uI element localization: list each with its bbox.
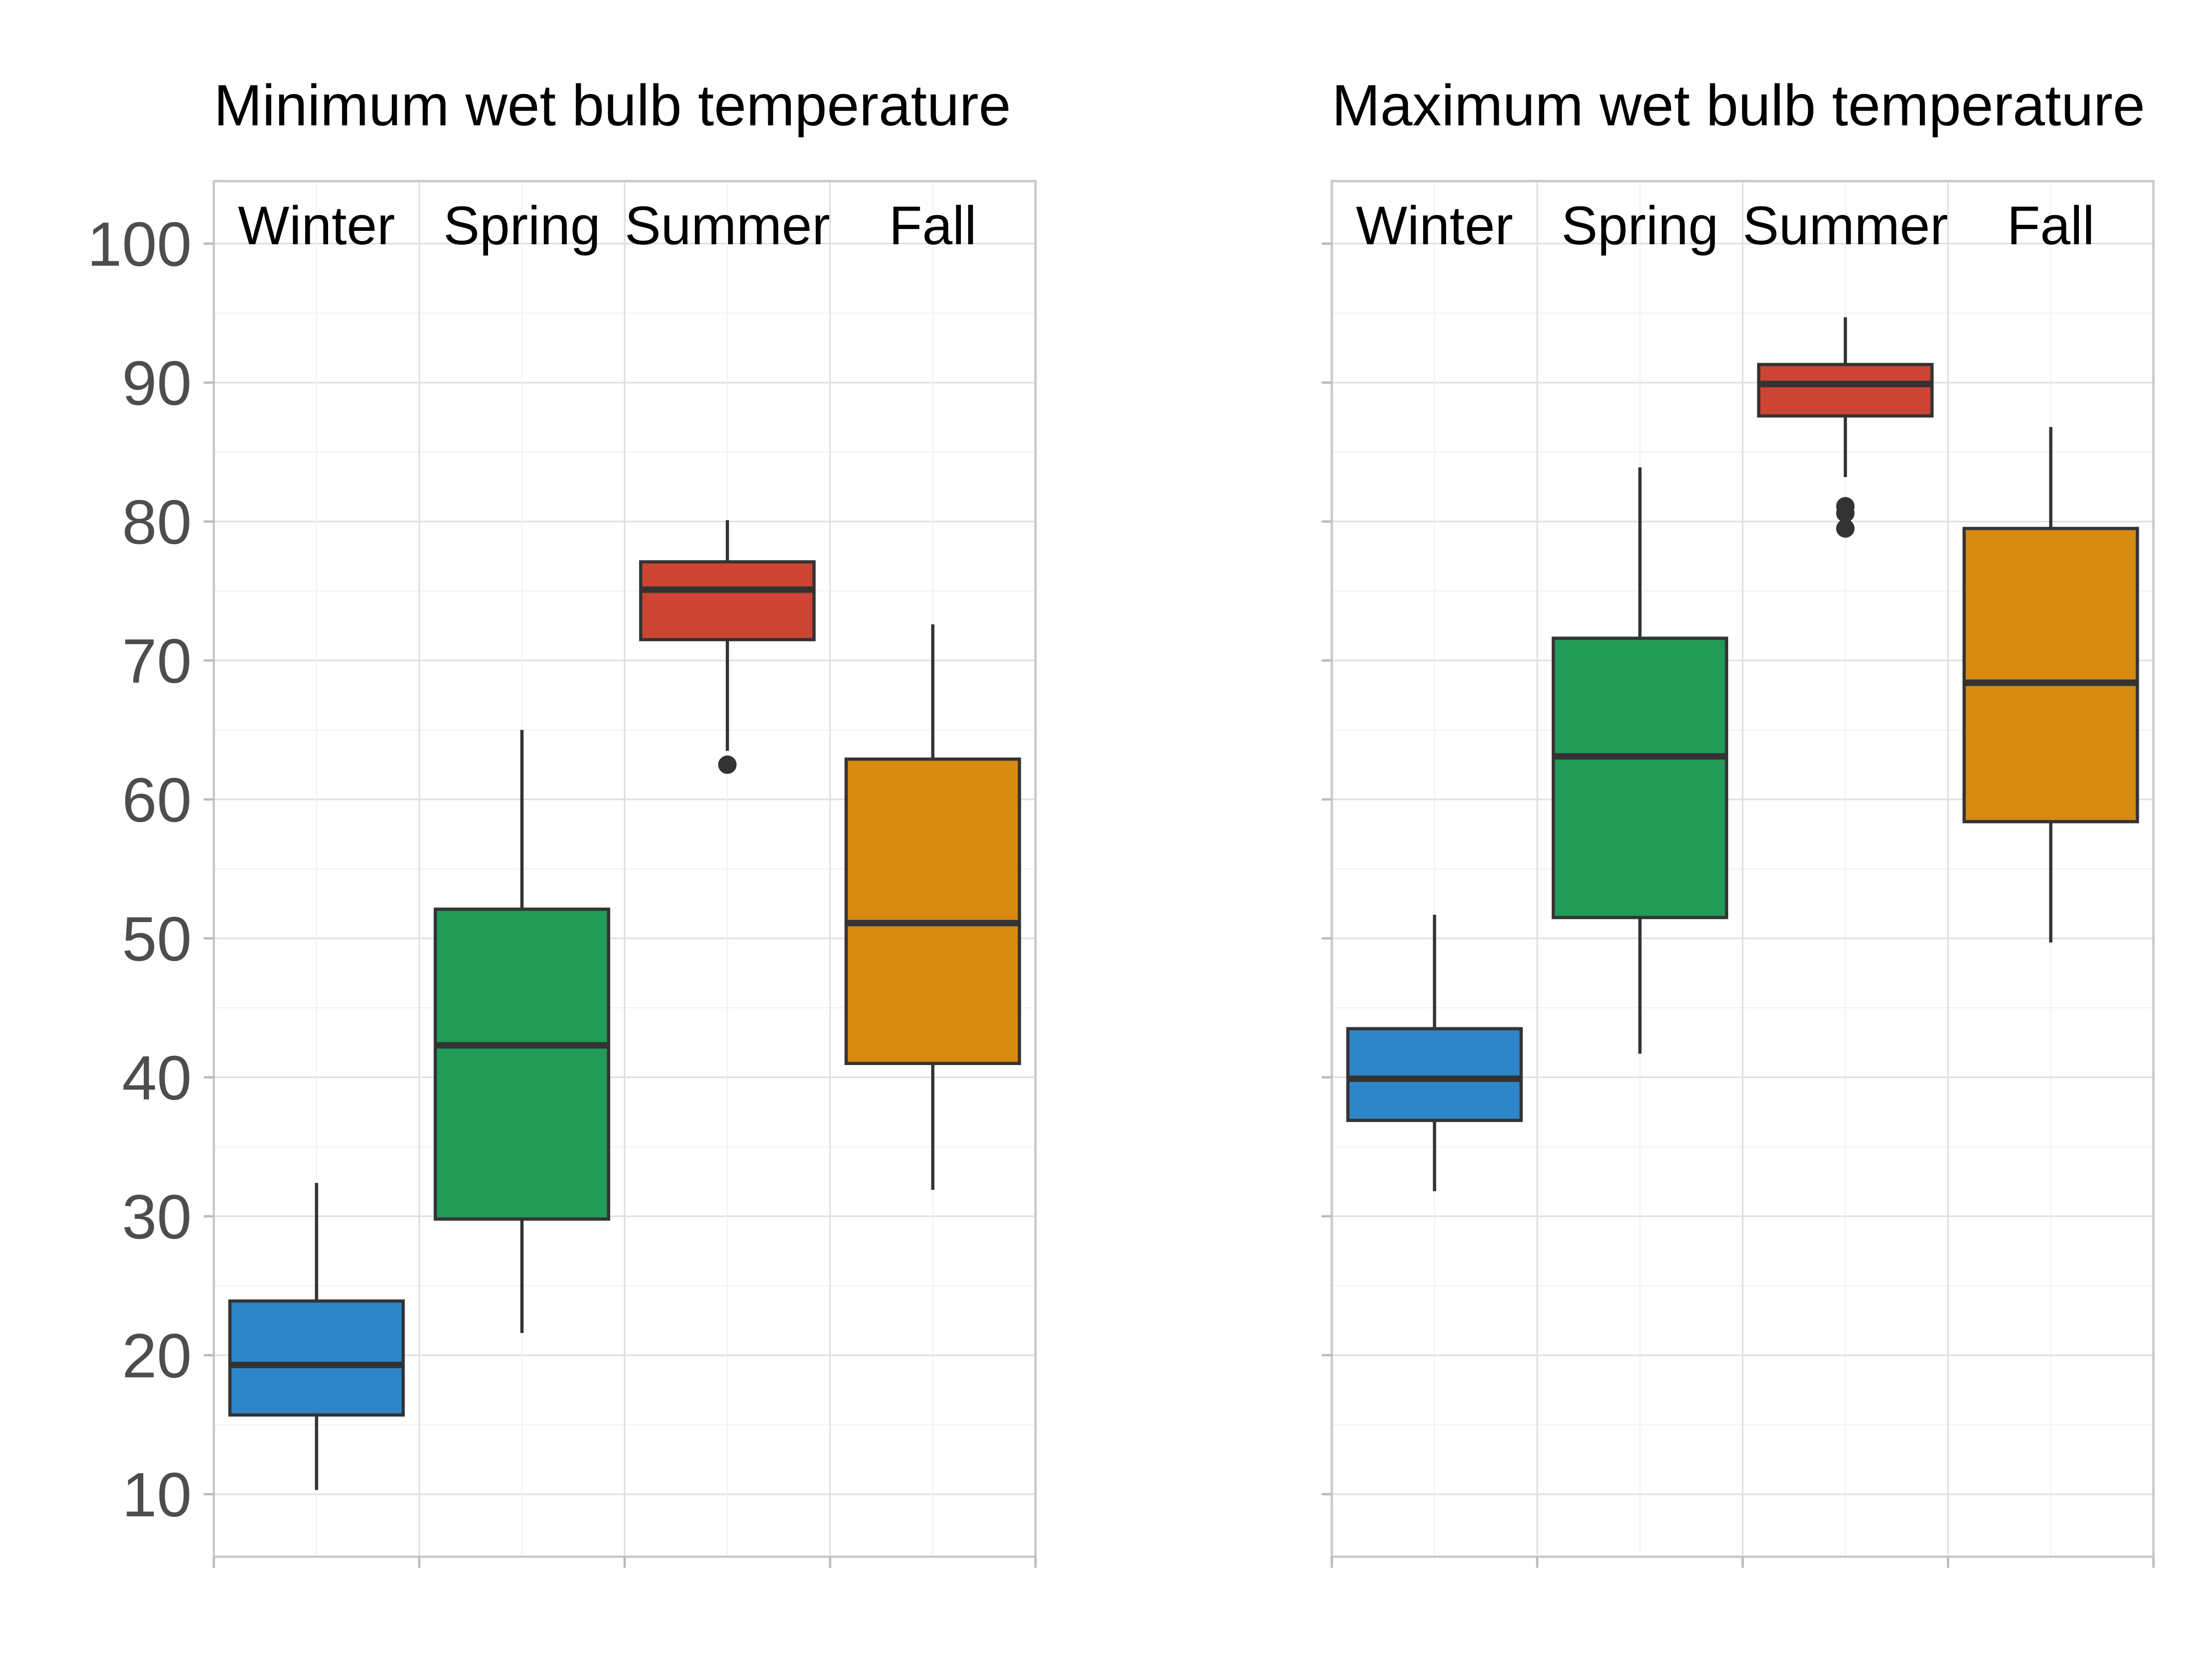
box-iqr <box>844 757 1021 1065</box>
y-tick-label: 60 <box>122 765 192 835</box>
y-tick-label: 80 <box>122 487 192 557</box>
season-label-summer: Summer <box>624 195 830 256</box>
y-tick-label: 30 <box>122 1182 192 1252</box>
season-label-winter: Winter <box>238 195 395 256</box>
panels: 10 20 30 40 50 60 70 80 90 100 Minimum wet bulb te… <box>87 73 2155 1568</box>
season-label-winter: Winter <box>1356 195 1513 256</box>
box-iqr <box>434 907 611 1221</box>
y-tick-label: 20 <box>122 1321 192 1391</box>
y-tick-label: 10 <box>122 1459 192 1530</box>
y-tick-label: 100 <box>87 209 192 279</box>
box-winter <box>1346 915 1523 1192</box>
box-iqr <box>639 560 816 641</box>
outlier-point <box>1836 519 1855 538</box>
box-iqr <box>1757 363 1934 418</box>
panel-1: 10 20 30 40 50 60 70 80 90 100 Minimum wet bulb te… <box>87 73 1037 1568</box>
panel-title: Maximum wet bulb temperature <box>1332 73 2145 138</box>
box-summer <box>1757 317 1934 538</box>
season-label-summer: Summer <box>1742 195 1948 256</box>
season-label-spring: Spring <box>443 195 600 256</box>
box-fall <box>844 624 1021 1190</box>
box-iqr <box>228 1299 405 1417</box>
y-tick-label: 70 <box>122 626 192 696</box>
box-summer <box>639 520 816 774</box>
outlier-point <box>718 755 737 774</box>
y-tick-label: 40 <box>122 1043 192 1113</box>
box-spring <box>434 729 611 1333</box>
panel-2: Maximum wet bulb temperature Winter Spring… <box>1322 73 2155 1568</box>
box-spring <box>1552 467 1729 1054</box>
season-label-fall: Fall <box>889 195 977 256</box>
box-iqr <box>1962 527 2139 824</box>
season-label-spring: Spring <box>1561 195 1718 256</box>
box-fall <box>1962 427 2139 943</box>
y-tick-label: 50 <box>122 904 192 974</box>
y-tick-label: 90 <box>122 348 192 418</box>
box-iqr <box>1552 636 1729 919</box>
season-label-fall: Fall <box>2007 195 2094 256</box>
box-winter <box>228 1182 405 1490</box>
panel-title: Minimum wet bulb temperature <box>214 73 1011 138</box>
outlier-point <box>1836 504 1855 523</box>
box-iqr <box>1346 1027 1523 1122</box>
